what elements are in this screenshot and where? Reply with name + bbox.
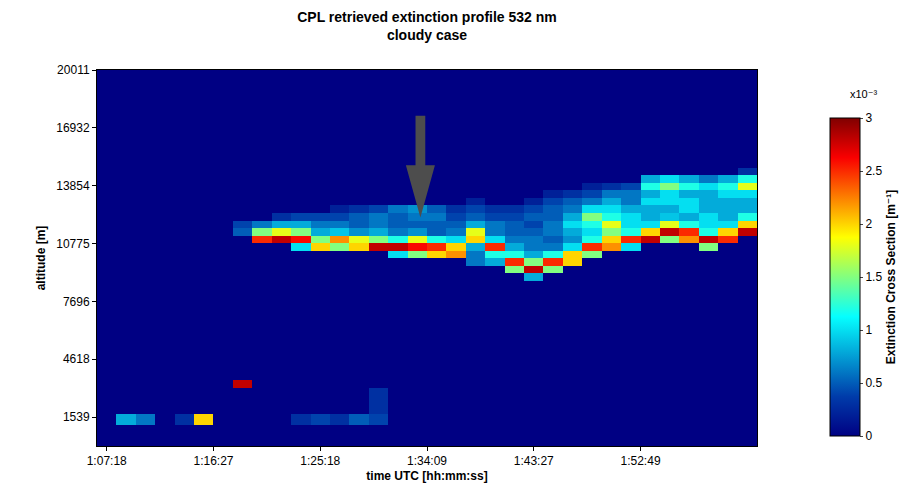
- svg-text:CPL retrieved extinction profi: CPL retrieved extinction profile 532 nmc…: [297, 9, 557, 43]
- svg-text:0: 0: [865, 429, 872, 443]
- svg-text:1:07:18: 1:07:18: [87, 454, 127, 468]
- svg-text:1:43:27: 1:43:27: [514, 454, 554, 468]
- svg-text:16932: 16932: [56, 121, 90, 135]
- svg-text:x10⁻³: x10⁻³: [850, 88, 878, 100]
- svg-text:20011: 20011: [57, 63, 90, 77]
- svg-text:1:16:27: 1:16:27: [193, 454, 233, 468]
- svg-text:1:25:18: 1:25:18: [300, 454, 340, 468]
- svg-text:13854: 13854: [56, 179, 90, 193]
- svg-text:Extinction Cross Section [m⁻¹]: Extinction Cross Section [m⁻¹]: [884, 190, 898, 364]
- svg-text:7696: 7696: [63, 295, 90, 309]
- svg-text:time UTC [hh:mm:ss]: time UTC [hh:mm:ss]: [366, 469, 487, 483]
- svg-text:altitude [m]: altitude [m]: [34, 226, 48, 291]
- svg-text:2: 2: [865, 217, 872, 231]
- svg-text:1.5: 1.5: [865, 270, 882, 284]
- svg-text:0.5: 0.5: [865, 376, 882, 390]
- svg-text:1:34:09: 1:34:09: [407, 454, 447, 468]
- svg-text:1539: 1539: [63, 410, 90, 424]
- svg-text:1: 1: [865, 323, 872, 337]
- svg-text:10775: 10775: [56, 237, 90, 251]
- svg-text:4618: 4618: [63, 352, 90, 366]
- svg-text:3: 3: [865, 111, 872, 125]
- svg-text:2.5: 2.5: [865, 164, 882, 178]
- svg-text:1:52:49: 1:52:49: [621, 454, 661, 468]
